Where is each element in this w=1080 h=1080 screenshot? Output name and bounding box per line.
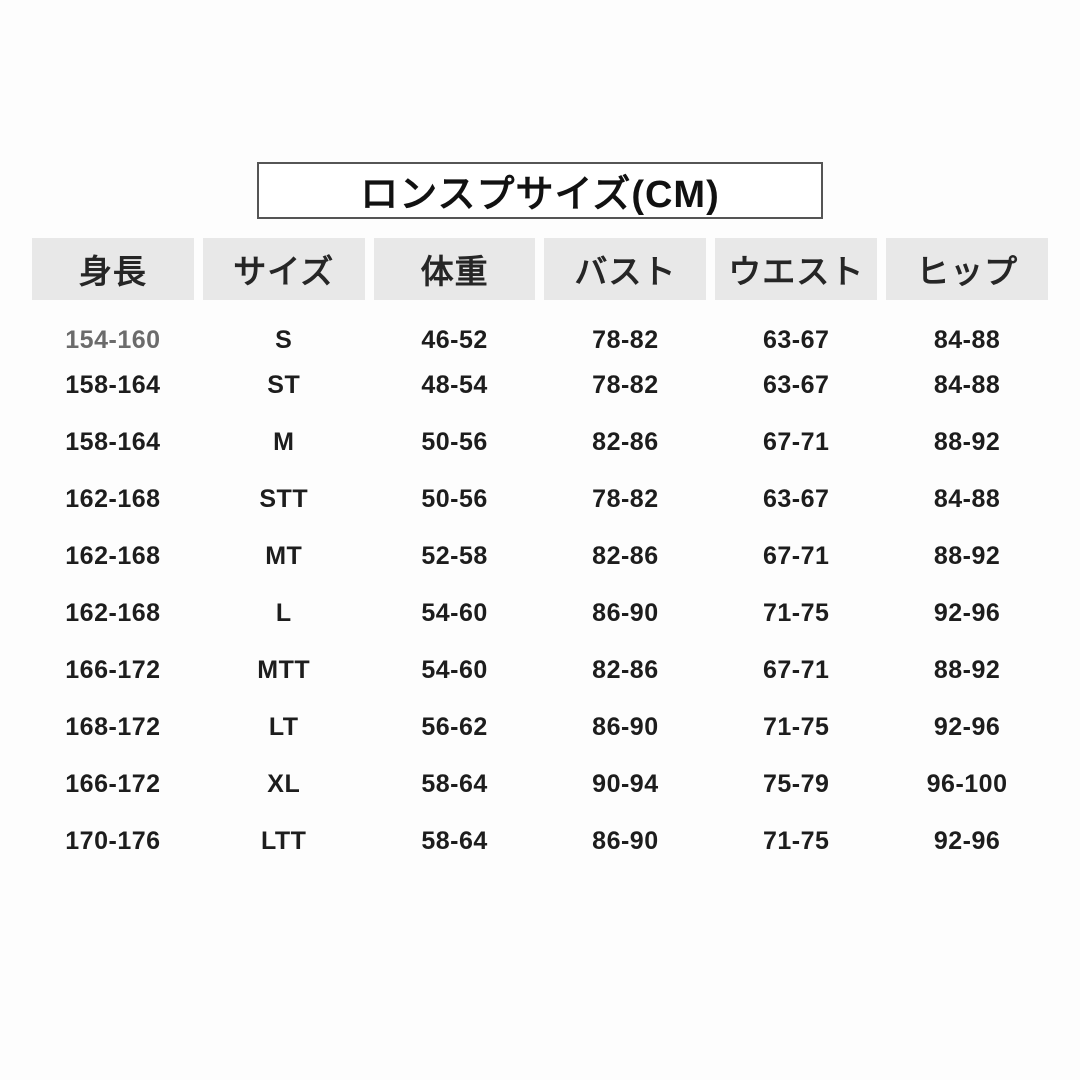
title-box: ロンスプサイズ(CM) — [257, 162, 823, 219]
table-cell: 78-82 — [592, 326, 659, 354]
column-header-bust: バスト — [544, 238, 707, 300]
table-cell: 162-168 — [65, 542, 161, 570]
table-cell: 54-60 — [421, 656, 488, 684]
table-cell: 78-82 — [592, 371, 659, 399]
column-header-height: 身長 — [32, 238, 194, 300]
table-cell: 92-96 — [933, 599, 1001, 627]
table-header-row: 身長 サイズ 体重 バスト ウエスト ヒップ — [32, 238, 1048, 300]
table-cell: 168-172 — [65, 713, 161, 741]
table-cell: 63-67 — [763, 485, 830, 513]
table-cell: 71-75 — [763, 827, 830, 855]
size-table: 身長 サイズ 体重 バスト ウエスト ヒップ 154-160 S 46-52 78-8… — [23, 238, 1057, 870]
table-cell: 67-71 — [763, 656, 830, 684]
table-cell: 90-94 — [592, 770, 659, 798]
table-row: 158-164 ST 48-54 78-82 63-67 84-88 — [32, 357, 1048, 414]
table-cell: 78-82 — [592, 485, 659, 513]
page-title: ロンスプサイズ(CM) — [360, 174, 720, 216]
table-cell: 75-79 — [763, 770, 830, 798]
table-cell: 84-88 — [933, 485, 1001, 513]
table-cell: 162-168 — [65, 599, 161, 627]
table-cell: 63-67 — [763, 326, 830, 354]
table-cell: 56-62 — [421, 713, 488, 741]
column-header-waist: ウエスト — [715, 238, 878, 300]
table-body: 154-160 S 46-52 78-82 63-67 84-88 158-164 ST 48-… — [32, 300, 1048, 870]
table-cell: 88-92 — [933, 656, 1001, 684]
table-cell: 54-60 — [421, 599, 488, 627]
table-cell: 82-86 — [592, 542, 659, 570]
table-cell: 67-71 — [763, 428, 830, 456]
table-cell: 71-75 — [763, 599, 830, 627]
table-cell: 166-172 — [65, 656, 161, 684]
column-header-size: サイズ — [202, 238, 365, 300]
table-cell: L — [275, 599, 292, 627]
table-cell: 170-176 — [65, 827, 161, 855]
table-cell: LT — [268, 713, 299, 741]
table-cell: 84-88 — [933, 326, 1001, 354]
table-cell: 82-86 — [592, 428, 659, 456]
table-cell: M — [273, 428, 295, 456]
table-row: 168-172 LT 56-62 86-90 71-75 92-96 — [32, 699, 1048, 756]
table-row: 162-168 STT 50-56 78-82 63-67 84-88 — [32, 471, 1048, 528]
table-cell: S — [275, 326, 293, 354]
table-cell: STT — [259, 485, 309, 513]
table-cell: 50-56 — [421, 428, 488, 456]
table-row: 162-168 L 54-60 86-90 71-75 92-96 — [32, 585, 1048, 642]
table-cell: 154-160 — [65, 326, 161, 354]
table-cell: 86-90 — [592, 599, 659, 627]
table-cell: 86-90 — [592, 827, 659, 855]
table-cell: 71-75 — [763, 713, 830, 741]
table-cell: 92-96 — [933, 713, 1001, 741]
table-cell: 86-90 — [592, 713, 659, 741]
table-cell: 63-67 — [763, 371, 830, 399]
table-cell: MTT — [257, 656, 311, 684]
table-cell: 92-96 — [933, 827, 1001, 855]
table-cell: 67-71 — [763, 542, 830, 570]
table-cell: 58-64 — [421, 827, 488, 855]
table-cell: LTT — [261, 827, 307, 855]
table-row: 166-172 MTT 54-60 82-86 67-71 88-92 — [32, 642, 1048, 699]
table-cell: 52-58 — [421, 542, 488, 570]
table-cell: 48-54 — [421, 371, 488, 399]
table-cell: 88-92 — [933, 428, 1001, 456]
table-cell: 50-56 — [421, 485, 488, 513]
table-cell: ST — [267, 371, 301, 399]
table-cell: 58-64 — [421, 770, 488, 798]
table-cell: 96-100 — [926, 770, 1008, 798]
table-cell: 82-86 — [592, 656, 659, 684]
table-cell: 158-164 — [65, 428, 161, 456]
table-cell: MT — [265, 542, 303, 570]
table-cell: 158-164 — [65, 371, 161, 399]
column-header-weight: 体重 — [373, 238, 536, 300]
table-row: 158-164 M 50-56 82-86 67-71 88-92 — [32, 414, 1048, 471]
table-row: 162-168 MT 52-58 82-86 67-71 88-92 — [32, 528, 1048, 585]
table-row: 154-160 S 46-52 78-82 63-67 84-88 — [32, 300, 1048, 357]
table-row: 170-176 LTT 58-64 86-90 71-75 92-96 — [32, 813, 1048, 870]
table-cell: 162-168 — [65, 485, 161, 513]
table-row: 166-172 XL 58-64 90-94 75-79 96-100 — [32, 756, 1048, 813]
column-header-hip: ヒップ — [886, 238, 1048, 300]
table-cell: 84-88 — [933, 371, 1001, 399]
table-cell: 166-172 — [65, 770, 161, 798]
table-cell: 88-92 — [933, 542, 1001, 570]
table-cell: 46-52 — [421, 326, 488, 354]
table-cell: XL — [267, 770, 301, 798]
